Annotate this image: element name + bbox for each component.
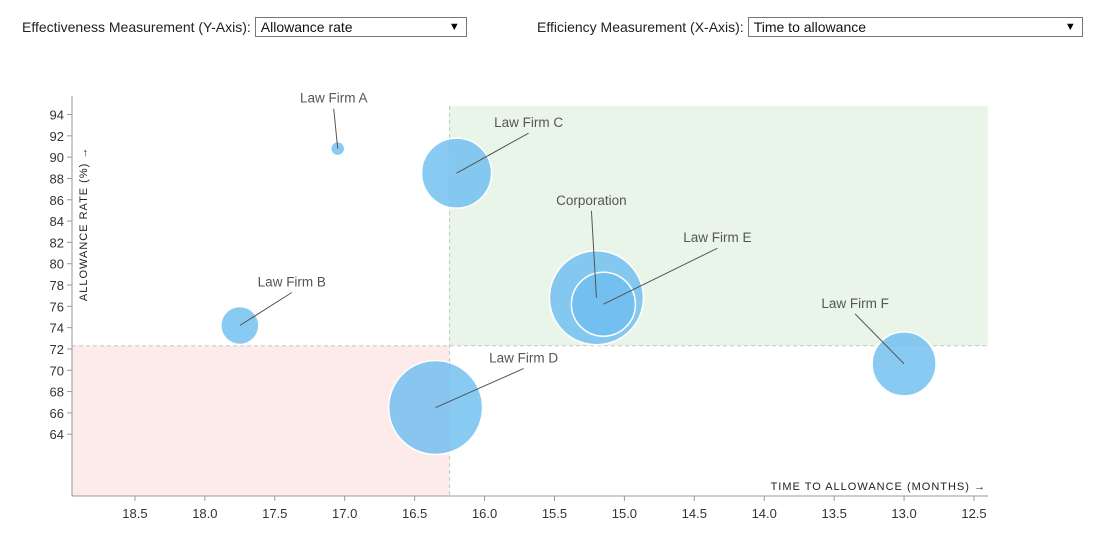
x-axis-measurement-control: Efficiency Measurement (X-Axis): Time to… [537,17,1083,37]
caret-down-icon: ▼ [1064,21,1076,33]
favorable-quadrant [449,106,989,346]
label-law-firm-c: Law Firm C [494,115,563,130]
y-tick-label: 80 [50,257,64,272]
x-tick-label: 18.0 [192,506,217,521]
x-axis-title: TIME TO ALLOWANCE (MONTHS) → [771,481,986,493]
leader-line-law-firm-e [603,247,718,305]
y-axis-measurement-select[interactable]: Allowance rate ▼ [254,17,467,37]
caret-down-icon: ▼ [448,21,460,33]
label-corporation: Corporation [556,193,627,208]
quadrant-backgrounds [72,106,989,496]
x-axis-selected-value: Time to allowance [753,19,867,35]
y-tick-label: 74 [50,321,64,336]
unfavorable-quadrant [72,345,450,496]
label-law-firm-f: Law Firm F [821,296,889,311]
y-axis-measurement-label: Effectiveness Measurement (Y-Axis): [22,19,251,35]
y-tick-label: 84 [50,214,64,229]
y-tick-label: 86 [50,193,64,208]
x-tick-label: 17.0 [332,506,357,521]
y-tick-label: 68 [50,385,64,400]
y-tick-label: 66 [50,406,64,421]
y-axis-measurement-control: Effectiveness Measurement (Y-Axis): Allo… [22,17,467,37]
bubble-labels: Law Firm A Law Firm B Law Firm C Law Firm D… [239,91,905,409]
tick-labels: 64 66 68 70 72 74 76 78 80 82 84 86 88 90 92 94 18.5 18.0… [50,108,987,521]
label-law-firm-e: Law Firm E [683,230,751,245]
x-tick-label: 15.0 [612,506,637,521]
y-tick-label: 70 [50,363,64,378]
x-tick-label: 13.5 [822,506,847,521]
x-tick-label: 14.5 [682,506,707,521]
x-tick-label: 16.5 [402,506,427,521]
x-tick-label: 15.5 [542,506,567,521]
leader-line-law-firm-d [435,368,524,409]
x-axis-measurement-label: Efficiency Measurement (X-Axis): [537,19,744,35]
x-tick-label: 14.0 [752,506,777,521]
y-axis-title: ALLOWANCE RATE (%) → [78,147,90,301]
y-tick-label: 64 [50,427,64,442]
leader-line-law-firm-b [239,292,293,326]
label-law-firm-d: Law Firm D [489,351,558,366]
y-tick-label: 78 [50,278,64,293]
y-axis-selected-value: Allowance rate [260,19,353,35]
x-tick-label: 17.5 [262,506,287,521]
x-tick-label: 16.0 [472,506,497,521]
label-law-firm-b: Law Firm B [258,275,326,290]
leader-line-corporation [590,210,597,298]
x-axis-measurement-select[interactable]: Time to allowance ▼ [747,17,1083,37]
axes [71,96,988,497]
y-tick-label: 94 [50,108,64,123]
label-law-firm-a: Law Firm A [300,91,368,106]
y-tick-label: 82 [50,235,64,250]
y-tick-label: 76 [50,299,64,314]
x-tick-label: 13.0 [891,506,916,521]
x-tick-label: 18.5 [122,506,147,521]
y-tick-label: 88 [50,171,64,186]
x-tick-label: 12.5 [961,506,986,521]
leader-line-law-firm-a [333,108,339,149]
y-tick-label: 90 [50,150,64,165]
leader-line-law-firm-c [456,132,529,174]
y-tick-label: 72 [50,342,64,357]
bubble-law-firm-b [220,305,260,346]
leader-line-law-firm-f [854,313,905,365]
y-tick-label: 92 [50,129,64,144]
